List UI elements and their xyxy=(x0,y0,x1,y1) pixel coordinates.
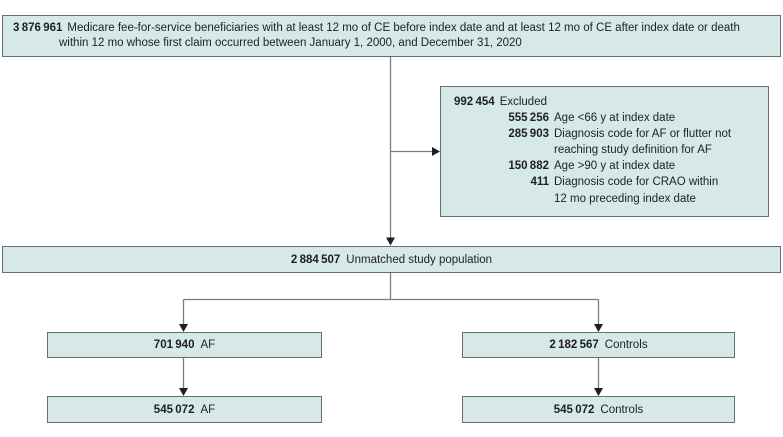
flow-box-source-population: 3 876 961 Medicare fee-for-service benefi… xyxy=(2,15,781,57)
controls-unmatched-count: 2 182 567 xyxy=(549,339,599,351)
unmatched-count: 2 884 507 xyxy=(290,253,341,266)
arrowhead-down-controls2-icon xyxy=(594,388,603,396)
excluded-count: 992 454 xyxy=(454,96,495,108)
excluded-reason-count: 150 882 xyxy=(508,160,549,173)
excluded-label: Excluded xyxy=(499,96,547,108)
controls-matched-label: Controls xyxy=(600,403,644,416)
connector-unmatched-split xyxy=(182,273,600,325)
excluded-reason-label: Diagnosis code for CRAO within 12 mo pre… xyxy=(554,176,719,205)
excluded-reason-count: 411 xyxy=(530,176,549,189)
flow-box-af-matched: 545 072 AF xyxy=(47,396,322,423)
source-population-label: Medicare fee-for-service beneficiaries w… xyxy=(59,22,740,49)
af-matched-label: AF xyxy=(200,403,216,416)
controls-unmatched-label: Controls xyxy=(604,339,648,351)
excluded-reasons-list: 555 256 Age <66 y at index date 285 903 … xyxy=(454,110,759,207)
excluded-reason-label: Diagnosis code for AF or flutter not rea… xyxy=(554,128,732,157)
excluded-reason-count: 285 903 xyxy=(508,128,549,141)
unmatched-label: Unmatched study population xyxy=(346,253,493,266)
source-population-text: 3 876 961 Medicare fee-for-service benefi… xyxy=(13,21,772,51)
af-matched-count: 545 072 xyxy=(153,403,195,416)
excluded-reason-label: Age <66 y at index date xyxy=(554,112,676,125)
arrowhead-down-af1-icon xyxy=(179,324,188,332)
af-unmatched-count: 701 940 xyxy=(153,339,195,351)
arrowhead-down-unmatched-icon xyxy=(386,237,395,246)
flow-box-excluded: 992 454 Excluded 555 256 Age <66 y at ind… xyxy=(440,86,769,217)
arrowhead-down-controls1-icon xyxy=(594,324,603,332)
flow-box-af-unmatched: 701 940 AF xyxy=(47,332,322,358)
flow-box-controls-unmatched: 2 182 567 Controls xyxy=(462,332,735,358)
excluded-reason-label: Age >90 y at index date xyxy=(554,160,676,173)
af-unmatched-label: AF xyxy=(200,339,216,351)
arrowhead-right-excluded-icon xyxy=(432,147,440,156)
flow-box-unmatched-population: 2 884 507 Unmatched study population xyxy=(2,246,781,273)
source-population-count: 3 876 961 xyxy=(13,22,63,34)
controls-matched-count: 545 072 xyxy=(553,403,595,416)
excluded-reason-count: 555 256 xyxy=(508,112,549,125)
excluded-header: 992 454 Excluded xyxy=(454,94,759,110)
arrowhead-down-af2-icon xyxy=(179,388,188,396)
flow-box-controls-matched: 545 072 Controls xyxy=(462,396,735,423)
